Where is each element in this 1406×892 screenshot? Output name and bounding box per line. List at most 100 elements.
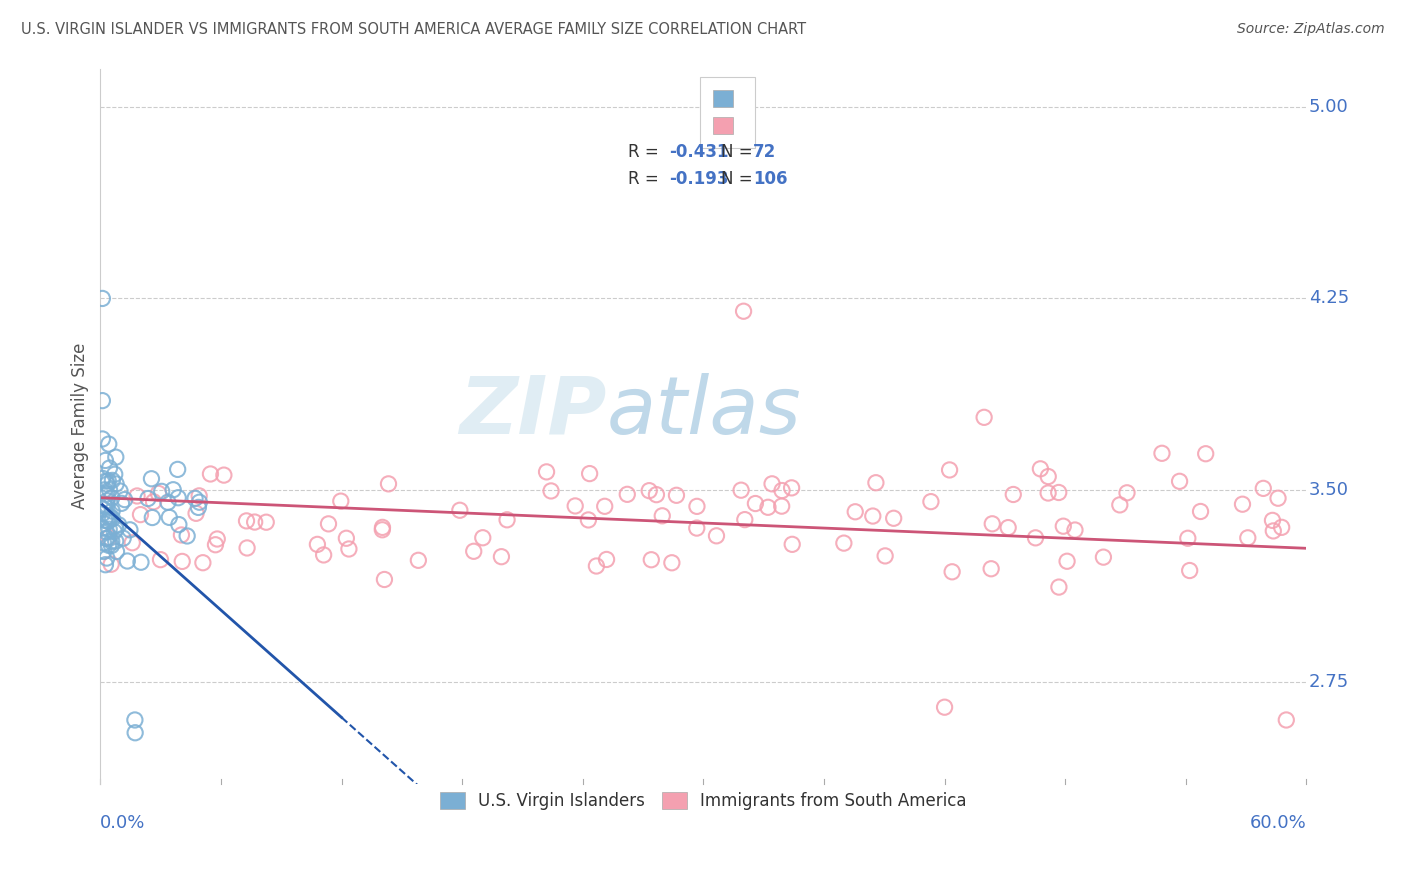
Point [1275, 713, 1298, 727]
Point [94, 500, 117, 514]
Point [94, 513, 117, 527]
Point [1232, 497, 1254, 511]
Point [100, 539, 122, 553]
Point [981, 516, 1004, 531]
Point [114, 492, 136, 507]
Point [585, 559, 607, 574]
Point [593, 500, 616, 514]
Point [166, 462, 188, 476]
Point [536, 465, 558, 479]
Text: N =: N = [720, 143, 758, 161]
Point [141, 472, 163, 486]
Point [780, 537, 803, 551]
Point [96, 493, 118, 508]
Point [236, 541, 259, 555]
Point [938, 463, 960, 477]
Point [97, 474, 120, 488]
Text: -0.193: -0.193 [669, 170, 728, 188]
Point [91, 507, 114, 521]
Point [243, 515, 266, 529]
Point [96, 551, 118, 566]
Point [1150, 446, 1173, 460]
Point [94, 499, 117, 513]
Point [101, 504, 124, 518]
Point [665, 488, 688, 502]
Point [172, 554, 194, 568]
Point [98, 483, 121, 497]
Point [761, 476, 783, 491]
Point [980, 562, 1002, 576]
Point [141, 510, 163, 524]
Point [93, 544, 115, 558]
Text: R =: R = [628, 170, 664, 188]
Point [176, 529, 198, 543]
Point [595, 552, 617, 566]
Point [1108, 498, 1130, 512]
Point [254, 515, 277, 529]
Point [136, 491, 159, 506]
Point [1092, 550, 1115, 565]
Text: -0.431: -0.431 [669, 143, 728, 161]
Point [1002, 487, 1025, 501]
Point [124, 725, 146, 739]
Point [1038, 469, 1060, 483]
Point [770, 483, 793, 498]
Point [373, 573, 395, 587]
Point [118, 523, 141, 537]
Text: R =: R = [628, 143, 664, 161]
Y-axis label: Average Family Size: Average Family Size [72, 343, 89, 509]
Legend: U.S. Virgin Islanders, Immigrants from South America: U.S. Virgin Islanders, Immigrants from S… [432, 783, 974, 819]
Point [170, 528, 193, 542]
Point [770, 499, 793, 513]
Point [312, 548, 335, 562]
Point [104, 522, 127, 536]
Point [686, 521, 709, 535]
Point [188, 495, 211, 509]
Text: 4.25: 4.25 [1309, 289, 1348, 308]
Point [142, 495, 165, 509]
Point [616, 487, 638, 501]
Point [377, 476, 399, 491]
Point [96, 514, 118, 528]
Point [96, 531, 118, 545]
Point [121, 535, 143, 549]
Point [1024, 531, 1046, 545]
Point [107, 517, 129, 532]
Point [235, 514, 257, 528]
Text: Source: ZipAtlas.com: Source: ZipAtlas.com [1237, 22, 1385, 37]
Point [108, 484, 131, 499]
Point [94, 453, 117, 467]
Point [329, 494, 352, 508]
Point [335, 531, 357, 545]
Point [93, 499, 115, 513]
Point [408, 553, 430, 567]
Point [318, 516, 340, 531]
Point [1116, 485, 1139, 500]
Point [125, 489, 148, 503]
Point [1267, 491, 1289, 506]
Point [645, 488, 668, 502]
Text: 3.50: 3.50 [1309, 481, 1348, 499]
Point [91, 292, 114, 306]
Point [112, 531, 135, 545]
Point [496, 513, 519, 527]
Point [105, 544, 128, 558]
Point [117, 554, 139, 568]
Point [93, 536, 115, 550]
Point [1236, 531, 1258, 545]
Point [91, 471, 114, 485]
Point [1047, 580, 1070, 594]
Point [865, 475, 887, 490]
Point [1036, 486, 1059, 500]
Point [167, 517, 190, 532]
Point [93, 502, 115, 516]
Text: 5.00: 5.00 [1309, 98, 1348, 116]
Point [578, 467, 600, 481]
Text: 0.0%: 0.0% [100, 814, 146, 832]
Point [540, 483, 562, 498]
Point [167, 491, 190, 505]
Point [129, 555, 152, 569]
Point [91, 393, 114, 408]
Point [104, 450, 127, 465]
Point [576, 513, 599, 527]
